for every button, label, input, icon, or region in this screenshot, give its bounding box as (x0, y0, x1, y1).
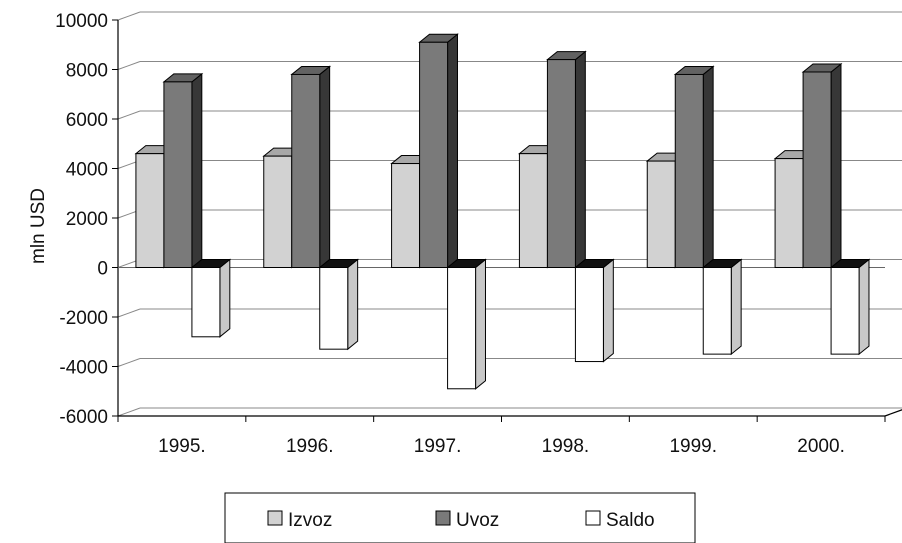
legend-swatch (435, 510, 451, 526)
bar-side (347, 258, 359, 351)
y-tick-label: -6000 (59, 407, 108, 428)
gridline-side (117, 11, 141, 21)
bar-front (646, 160, 676, 268)
y-axis-title: mln USD (28, 188, 49, 264)
bar-front (419, 41, 449, 269)
y-tick-label: 10000 (55, 11, 108, 32)
bar (673, 65, 715, 269)
y-tick-label: -2000 (59, 308, 108, 329)
bar-front (574, 267, 604, 363)
gridline-side (117, 110, 141, 120)
y-tick-label: 0 (97, 259, 108, 280)
bar-side (319, 65, 331, 269)
axes (112, 19, 902, 422)
x-tick-label: 1998. (542, 436, 590, 457)
y-tick-label: -4000 (59, 358, 108, 379)
x-tick-label: 1997. (414, 436, 462, 457)
legend-item: Izvoz (267, 510, 332, 531)
bar-side (830, 62, 842, 269)
bar-side (475, 258, 486, 390)
bar-side (858, 258, 870, 356)
bar-front (674, 73, 704, 268)
y-tick-label: 2000 (66, 209, 108, 230)
x-tick-label: 1995. (158, 436, 206, 457)
y-tick-label: 6000 (66, 110, 108, 131)
bar (801, 62, 843, 269)
legend-label: Izvoz (288, 510, 332, 531)
x-tick-label: 2000. (797, 436, 845, 457)
legend-box (224, 492, 696, 543)
bar-front (447, 267, 477, 390)
legend-label: Saldo (606, 510, 655, 531)
legend-swatch (267, 510, 283, 526)
bar-front (774, 158, 804, 269)
bar-side (219, 258, 231, 338)
legend-item: Uvoz (435, 510, 499, 531)
bar (318, 258, 360, 351)
bar (829, 258, 871, 356)
bar (418, 33, 459, 269)
bar-front (391, 163, 421, 268)
bar (546, 50, 587, 269)
legend-item: Saldo (585, 510, 655, 531)
x-tick-label: 1996. (286, 436, 334, 457)
y-tick-label: 8000 (66, 61, 108, 82)
x-tick-labels: 1995. 1996. 1997. 1998. 1999. 2000. (158, 436, 845, 457)
bar-side (574, 50, 586, 269)
bar-front (135, 153, 165, 268)
legend-label: Uvoz (456, 510, 499, 531)
bar (290, 65, 332, 269)
bar-front (702, 267, 732, 355)
bar (701, 258, 743, 356)
bar (190, 258, 232, 338)
bar-side (702, 65, 714, 269)
gridline-side (117, 407, 141, 417)
bar-front (802, 71, 832, 268)
bar-side (191, 72, 203, 269)
bar-front (163, 81, 193, 268)
bar-side (730, 258, 742, 356)
bar (574, 258, 615, 363)
bar-front (830, 267, 860, 355)
bar-front (191, 267, 221, 338)
legend: Izvoz Uvoz Saldo (224, 492, 696, 543)
y-tick-labels: 10000 8000 6000 4000 2000 0 -2000 -4000 -6000 (55, 11, 108, 428)
bar-side (602, 258, 614, 363)
bars (134, 33, 871, 390)
bar (446, 258, 487, 390)
legend-swatch (585, 510, 601, 526)
y-tick-label: 4000 (66, 160, 108, 181)
bar-front (319, 267, 349, 350)
gridline-side (117, 61, 141, 70)
gridline-side (117, 358, 141, 367)
bar-front (291, 73, 321, 268)
bar-front (546, 59, 576, 268)
bar (162, 72, 204, 269)
x-tick-label: 1999. (669, 436, 717, 457)
bar-front (518, 153, 548, 268)
bar-front (263, 155, 293, 268)
floor-edge (884, 409, 902, 417)
bar-side (447, 33, 458, 269)
gridline-side (117, 308, 141, 318)
